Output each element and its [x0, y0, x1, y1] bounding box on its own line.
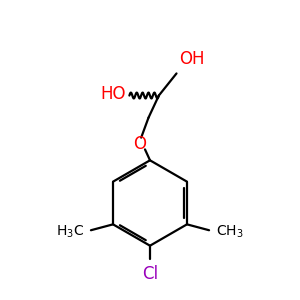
Text: H$_3$C: H$_3$C [56, 224, 84, 240]
Text: Cl: Cl [142, 266, 158, 284]
Text: OH: OH [179, 50, 204, 68]
Text: HO: HO [100, 85, 126, 103]
Text: O: O [133, 135, 146, 153]
Text: CH$_3$: CH$_3$ [216, 224, 244, 240]
